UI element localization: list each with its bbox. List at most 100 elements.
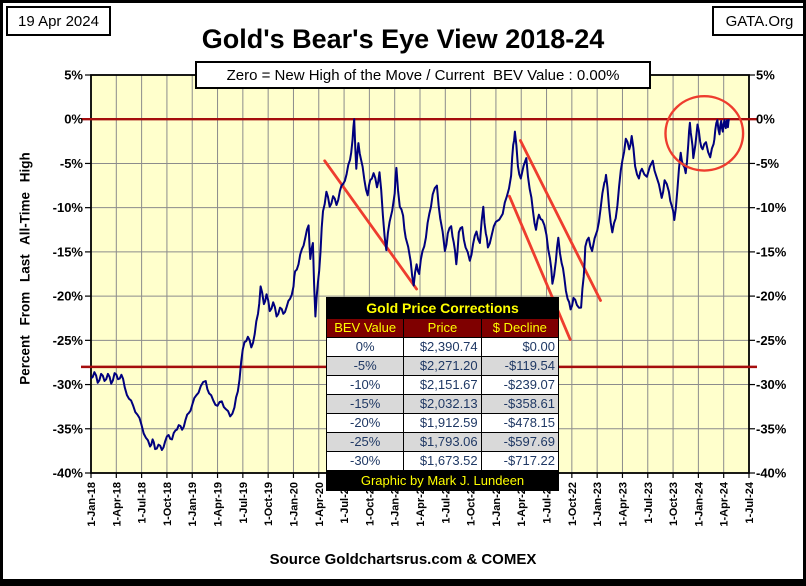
table-title: Gold Price Corrections (326, 297, 559, 319)
y-tick-label-left: -10% (53, 200, 84, 215)
table-row: BEV Value Price $ Decline (325, 318, 560, 338)
col-header-bev: BEV Value (325, 318, 405, 338)
x-tick-label: 1-Apr-21 (415, 482, 427, 527)
cell-bev-value: -30% (325, 451, 405, 471)
table-row: 0% $2,390.74 $0.00 (325, 337, 560, 357)
y-tick-label-left: -20% (53, 289, 84, 304)
cell-price: $1,673.52 (403, 451, 482, 471)
y-tick-label-left: -40% (53, 466, 84, 481)
y-tick-label-right: -35% (756, 421, 787, 436)
cell-decline: -$358.61 (480, 394, 560, 414)
x-tick-label: 1-Jul-20 (339, 482, 351, 524)
x-tick-label: 1-Jul-21 (440, 482, 452, 524)
downtrend-line (508, 194, 572, 341)
bev-plot-area: 5% 5%0% 0%-5% -5%-10% -10%-15% -15%-20% -20%-2… (53, 68, 787, 527)
x-tick-label: 1-Jan-21 (390, 482, 402, 527)
y-tick-label-right: -30% (756, 377, 787, 392)
cell-decline: -$119.54 (480, 356, 560, 376)
table-row: -25% $1,793.06 -$597.69 (325, 432, 560, 452)
y-tick-label-right: -40% (756, 466, 787, 481)
x-tick-label: 1-Apr-23 (617, 482, 629, 527)
cell-price: $2,032.13 (403, 394, 482, 414)
y-axis-title: Percent From Last All-Time High (17, 152, 33, 385)
bev-line (90, 118, 730, 451)
cell-decline: -$239.07 (480, 375, 560, 395)
gold-price-corrections-table: Gold Price Corrections BEV Value Price $ De… (325, 297, 560, 491)
y-tick-label-right: 0% (756, 112, 775, 127)
x-tick-label: 1-Apr-20 (314, 482, 326, 527)
x-tick-label: 1-Jul-22 (542, 482, 554, 524)
x-tick-label: 1-Apr-24 (719, 481, 731, 527)
x-tick-label: 1-Oct-18 (162, 482, 174, 526)
cell-price: $2,151.67 (403, 375, 482, 395)
gata-org-box: GATA.Org (712, 6, 803, 36)
x-tick-label: 1-Jul-24 (744, 481, 756, 523)
x-tick-label: 1-Oct-19 (263, 482, 275, 526)
cell-decline: $0.00 (480, 337, 560, 357)
y-tick-label-right: 5% (756, 68, 775, 83)
page-title: Gold's Bear's Eye View 2018-24 (201, 24, 605, 54)
table-row: Gold Price Corrections (326, 297, 559, 319)
cell-bev-value: -5% (325, 356, 405, 376)
table-row: -15% $2,032.13 -$358.61 (325, 394, 560, 414)
table-row: -5% $2,271.20 -$119.54 (325, 356, 560, 376)
table-row: Graphic by Mark J. Lundeen (326, 470, 559, 491)
downtrend-line (518, 139, 602, 302)
subtitle-label: Zero = New High of the Move / Current BE… (226, 66, 620, 84)
cell-bev-value: -20% (325, 413, 405, 433)
cell-price: $1,912.59 (403, 413, 482, 433)
y-tick-label-right: -10% (756, 200, 787, 215)
y-tick-label-left: -30% (53, 377, 84, 392)
x-tick-label: 1-Jan-20 (288, 482, 300, 527)
x-tick-label: 1-Jan-24 (693, 481, 705, 527)
cell-decline: -$597.69 (480, 432, 560, 452)
table-row: -30% $1,673.52 -$717.22 (325, 451, 560, 471)
y-tick-label-right: -15% (756, 244, 787, 259)
cell-bev-value: -25% (325, 432, 405, 452)
org-label: GATA.Org (725, 12, 794, 30)
x-tick-label: 1-Oct-20 (364, 482, 376, 526)
cell-price: $2,390.74 (403, 337, 482, 357)
cell-bev-value: 0% (325, 337, 405, 357)
x-tick-label: 1-Jan-18 (86, 482, 98, 527)
x-tick-label: 1-Jan-19 (187, 482, 199, 527)
col-header-decline: $ Decline (480, 318, 560, 338)
x-tick-label: 1-Jul-19 (238, 482, 250, 524)
x-tick-label: 1-Oct-21 (466, 482, 478, 526)
y-tick-label-left: 0% (64, 112, 83, 127)
y-tick-label-right: -5% (756, 156, 780, 171)
source-credit: Source Goldchartsrus.com & COMEX (269, 551, 537, 568)
cell-bev-value: -15% (325, 394, 405, 414)
x-tick-label: 1-Jan-23 (592, 482, 604, 527)
col-header-price: Price (403, 318, 482, 338)
downtrend-line (323, 159, 419, 291)
y-tick-label-left: -15% (53, 244, 84, 259)
subtitle-box: Zero = New High of the Move / Current BE… (195, 61, 651, 89)
y-tick-label-right: -20% (756, 289, 787, 304)
x-tick-label: 1-Oct-22 (567, 482, 579, 526)
y-tick-label-left: -35% (53, 421, 84, 436)
date-box: 19 Apr 2024 (6, 6, 111, 36)
highlight-circle (664, 95, 745, 172)
date-label: 19 Apr 2024 (18, 12, 99, 30)
y-tick-label-left: -25% (53, 333, 84, 348)
x-tick-label: 1-Oct-23 (668, 482, 680, 526)
cell-decline: -$478.15 (480, 413, 560, 433)
x-tick-label: 1-Jul-18 (137, 482, 149, 524)
x-tick-label: 1-Jan-22 (491, 482, 503, 527)
y-tick-label-right: -25% (756, 333, 787, 348)
cell-bev-value: -10% (325, 375, 405, 395)
cell-decline: -$717.22 (480, 451, 560, 471)
cell-price: $1,793.06 (403, 432, 482, 452)
cell-price: $2,271.20 (403, 356, 482, 376)
x-tick-label: 1-Apr-22 (516, 482, 528, 527)
table-footer: Graphic by Mark J. Lundeen (326, 470, 559, 491)
x-tick-label: 1-Apr-19 (213, 482, 225, 527)
x-tick-label: 1-Jul-23 (643, 482, 655, 524)
y-tick-label-left: 5% (64, 68, 83, 83)
y-tick-label-left: -5% (60, 156, 84, 171)
x-tick-label: 1-Apr-18 (111, 482, 123, 527)
table-row: -10% $2,151.67 -$239.07 (325, 375, 560, 395)
table-row: -20% $1,912.59 -$478.15 (325, 413, 560, 433)
